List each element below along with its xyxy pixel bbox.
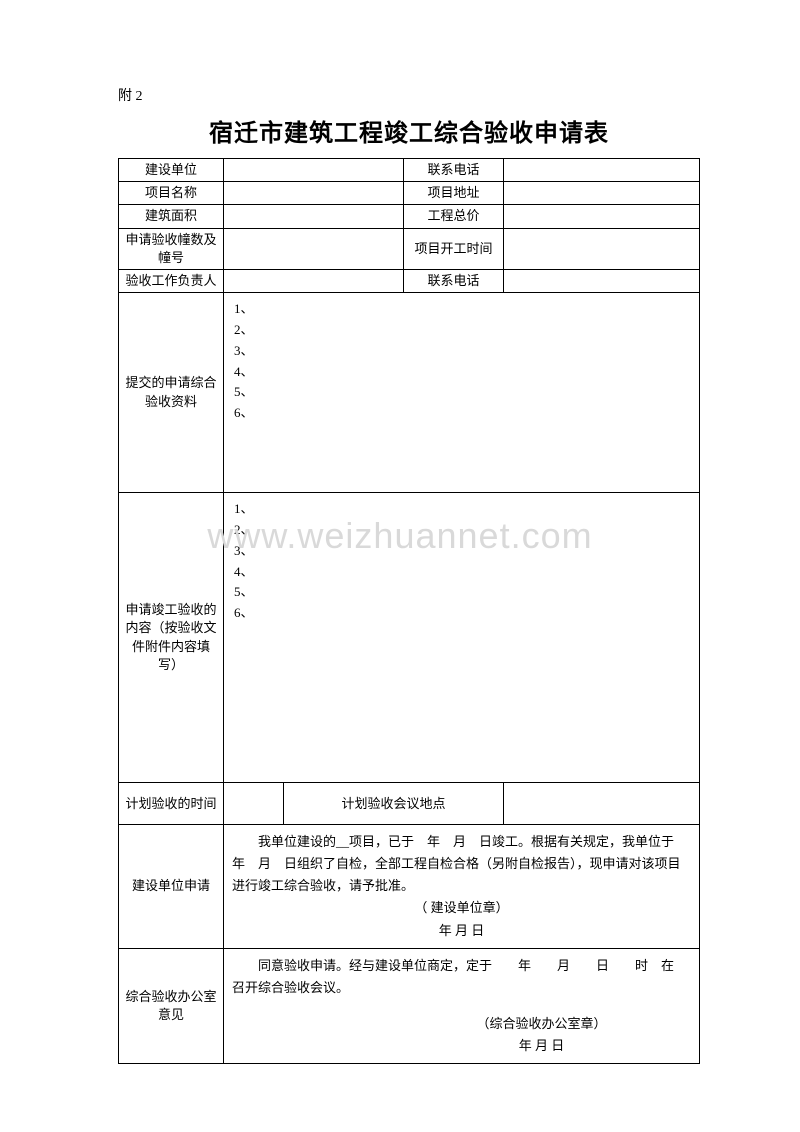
label-building-area: 建筑面积 [119,205,224,228]
table-row: 计划验收的时间 计划验收会议地点 [119,783,700,825]
label-total-price: 工程总价 [404,205,504,228]
office-line-1: 同意验收申请。经与建设单位商定，定于 年 月 日 时 在 召开综合验收会议。 [232,955,691,999]
table-row: 建设单位 联系电话 [119,159,700,182]
list-item: 1、 [234,499,689,520]
list-item: 4、 [234,362,689,383]
value-meeting-location [504,783,700,825]
declaration-text: 我单位建设的__项目，已于 年 月 日竣工。根据有关规定，我单位于 年 月 日组… [224,825,700,948]
page-title: 宿迁市建筑工程竣工综合验收申请表 [118,113,700,148]
table-row: 建设单位申请 我单位建设的__项目，已于 年 月 日竣工。根据有关规定，我单位于… [119,825,700,948]
list-item: 6、 [234,603,689,624]
table-row: 申请竣工验收的内容（按验收文件附件内容填写） 1、 2、 3、 4、 5、 6、 [119,493,700,783]
label-unit-application: 建设单位申请 [119,825,224,948]
label-office-opinion: 综合验收办公室意见 [119,948,224,1063]
value-project-address [504,182,700,205]
list-item: 3、 [234,541,689,562]
value-total-price [504,205,700,228]
table-row: 申请验收幢数及幢号 项目开工时间 [119,228,700,269]
value-acceptance-leader [224,269,404,292]
declaration-line-1: 我单位建设的__项目，已于 年 月 日竣工。根据有关规定，我单位于 年 月 日组… [232,831,691,897]
label-phone: 联系电话 [404,159,504,182]
value-construction-unit [224,159,404,182]
list-item: 5、 [234,582,689,603]
table-row: 建筑面积 工程总价 [119,205,700,228]
list-item: 1、 [234,299,689,320]
list-item: 6、 [234,403,689,424]
list-item: 2、 [234,520,689,541]
list-item: 5、 [234,382,689,403]
label-planned-time: 计划验收的时间 [119,783,224,825]
label-start-date: 项目开工时间 [404,228,504,269]
declaration-seal: （ 建设单位章） [232,897,691,919]
value-acceptance-content: 1、 2、 3、 4、 5、 6、 [224,493,700,783]
label-project-name: 项目名称 [119,182,224,205]
value-buildings-count [224,228,404,269]
office-date: 年 月 日 [232,1035,691,1057]
office-opinion-text: 同意验收申请。经与建设单位商定，定于 年 月 日 时 在 召开综合验收会议。 （… [224,948,700,1063]
value-phone-2 [504,269,700,292]
label-project-address: 项目地址 [404,182,504,205]
list-item: 3、 [234,341,689,362]
label-acceptance-content: 申请竣工验收的内容（按验收文件附件内容填写） [119,493,224,783]
table-row: 综合验收办公室意见 同意验收申请。经与建设单位商定，定于 年 月 日 时 在 召… [119,948,700,1063]
value-planned-time [224,783,284,825]
value-project-name [224,182,404,205]
table-row: 验收工作负责人 联系电话 [119,269,700,292]
label-buildings-count: 申请验收幢数及幢号 [119,228,224,269]
value-submitted-materials: 1、 2、 3、 4、 5、 6、 [224,293,700,493]
value-building-area [224,205,404,228]
label-submitted-materials: 提交的申请综合验收资料 [119,293,224,493]
office-seal: （综合验收办公室章） [232,1013,691,1035]
label-phone-2: 联系电话 [404,269,504,292]
label-acceptance-leader: 验收工作负责人 [119,269,224,292]
declaration-date: 年 月 日 [232,920,691,942]
application-form-table: 建设单位 联系电话 项目名称 项目地址 建筑面积 工程总价 申请验收幢数及幢号 … [118,158,700,1064]
table-row: 提交的申请综合验收资料 1、 2、 3、 4、 5、 6、 [119,293,700,493]
list-item: 4、 [234,562,689,583]
table-row: 项目名称 项目地址 [119,182,700,205]
value-start-date [504,228,700,269]
label-meeting-location: 计划验收会议地点 [284,783,504,825]
appendix-label: 附 2 [118,85,700,105]
list-item: 2、 [234,320,689,341]
label-construction-unit: 建设单位 [119,159,224,182]
value-phone [504,159,700,182]
